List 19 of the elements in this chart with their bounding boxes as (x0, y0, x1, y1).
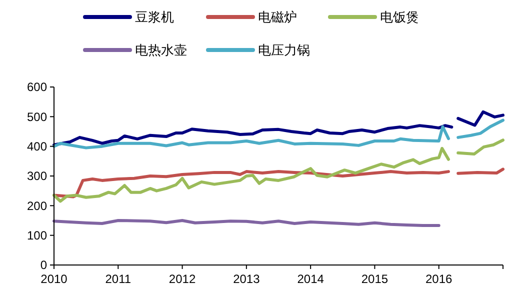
y-tick-label: 400 (26, 140, 48, 154)
y-tick-label: 300 (26, 169, 48, 184)
x-tick-label: 2016 (426, 272, 453, 286)
y-tick-label: 500 (26, 110, 48, 124)
x-tick-label: 2013 (233, 272, 260, 286)
y-tick-label: 0 (40, 258, 48, 272)
legend-label: 电饭煲 (380, 10, 419, 26)
x-tick-label: 2011 (105, 272, 132, 286)
legend-label: 豆浆机 (135, 10, 174, 26)
x-tick-label: 2014 (297, 272, 324, 286)
y-tick-label: 100 (26, 228, 48, 243)
x-tick-label: 2010 (40, 272, 68, 286)
y-tick-label: 600 (26, 80, 48, 94)
legend-label: 电磁炉 (258, 10, 297, 26)
y-tick-label: 200 (26, 198, 48, 213)
x-tick-label: 2015 (361, 272, 388, 286)
legend-label: 电压力锅 (258, 44, 310, 59)
x-tick-label: 2012 (168, 272, 196, 286)
legend-label: 电热水壶 (135, 44, 187, 59)
